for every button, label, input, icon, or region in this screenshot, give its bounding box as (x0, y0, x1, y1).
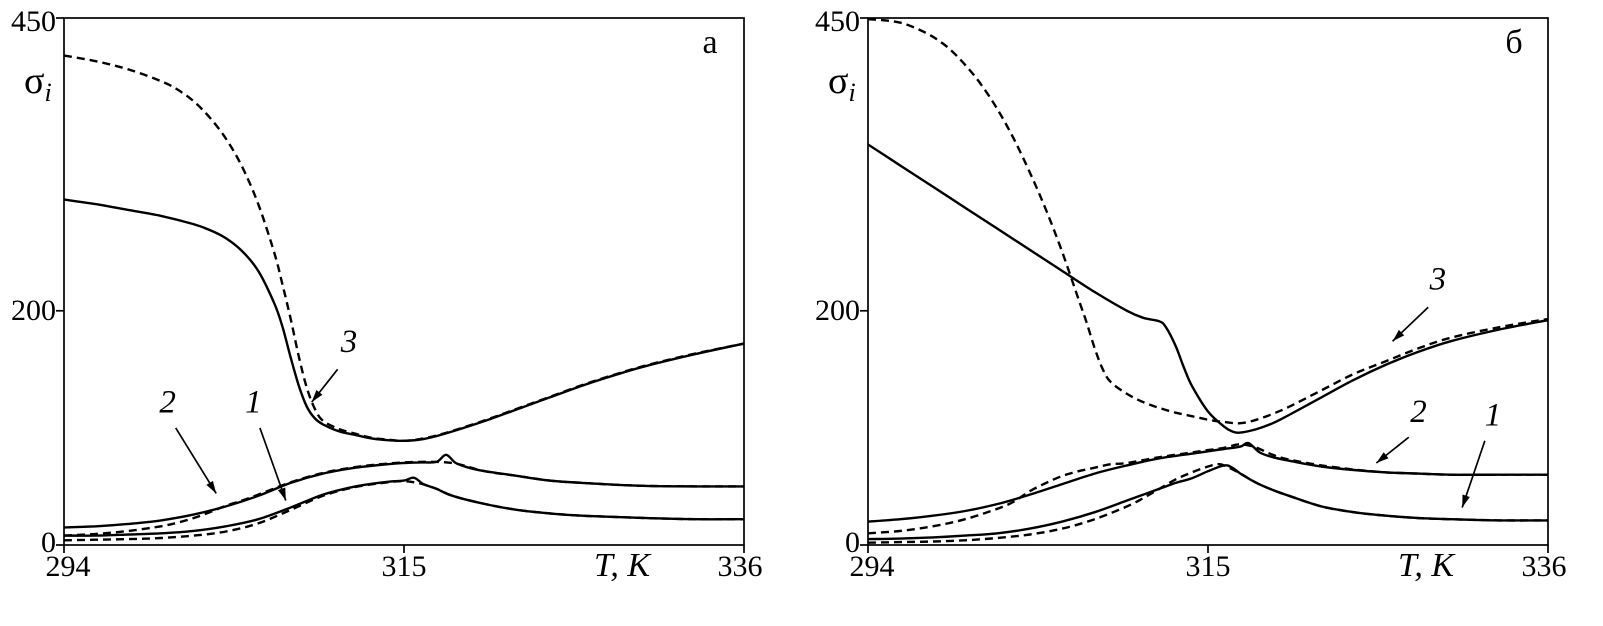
x-axis-label: T, K (1397, 547, 1455, 584)
annotation-arrowhead (278, 487, 286, 501)
y-tick-label-0: 0 (41, 526, 56, 559)
panel-letter-a: а (702, 24, 718, 61)
y-tick-label-450: 450 (11, 5, 56, 38)
annotation-arrow-line (174, 427, 217, 494)
annotation-arrowhead (1392, 329, 1405, 342)
annotation-arrowhead (206, 480, 217, 494)
curve-1-dashed (64, 479, 744, 542)
curve-label-1: 1 (245, 385, 262, 421)
y-axis-label: σi (828, 62, 856, 106)
y-tick-label-200: 200 (11, 294, 56, 327)
curve-2-solid (64, 453, 744, 529)
curve-label-2: 2 (159, 385, 176, 421)
curve-label-3: 3 (340, 324, 358, 360)
annotation-arrow-line (259, 427, 287, 501)
sigma-symbol: σ (828, 60, 849, 102)
x-tick-label-315: 315 (381, 550, 427, 583)
sigma-subscript: i (44, 78, 52, 107)
panel-letter-b: б (1505, 24, 1523, 61)
curve-label-1: 1 (1485, 398, 1502, 434)
curve-3-solid (868, 143, 1548, 434)
curve-1-solid (64, 476, 744, 537)
x-tick-label-315: 315 (1185, 550, 1231, 583)
curve-3-dashed (64, 54, 744, 443)
annotation-arrowhead (1462, 494, 1470, 508)
plot-area-a: 3 2 1 (56, 17, 745, 553)
y-tick-label-200: 200 (815, 294, 860, 327)
x-tick-label-336: 336 (1521, 550, 1567, 583)
y-axis-label: σi (24, 62, 52, 106)
plot-area-b: 3 2 1 (860, 17, 1549, 553)
chart-panel-b: 3 2 1 σi T, K б 294 315 336 0 200 450 (806, 0, 1596, 626)
curve-label-2: 2 (1410, 394, 1427, 430)
curve-1-solid (868, 464, 1548, 541)
curve-label-3: 3 (1429, 262, 1447, 298)
x-axis-label: T, K (593, 547, 651, 584)
annotation-arrowhead (311, 390, 323, 403)
x-tick-label-294: 294 (849, 550, 895, 583)
chart-panel-a: 3 2 1 σi T, K а 294 315 336 0 200 450 (2, 0, 792, 626)
x-tick-label-336: 336 (717, 550, 763, 583)
curve-2-solid (868, 441, 1548, 523)
sigma-symbol: σ (24, 60, 45, 102)
curve-3-dashed (868, 18, 1548, 425)
curve-3-solid (64, 198, 744, 443)
annotation-arrowhead (1376, 452, 1389, 463)
y-tick-label-0: 0 (845, 526, 860, 559)
y-tick-label-450: 450 (815, 5, 860, 38)
x-tick-label-294: 294 (45, 550, 91, 583)
curve-2-dashed (64, 460, 744, 537)
curve-1-dashed (868, 462, 1548, 544)
sigma-subscript: i (848, 78, 856, 107)
axes-box (63, 17, 745, 546)
